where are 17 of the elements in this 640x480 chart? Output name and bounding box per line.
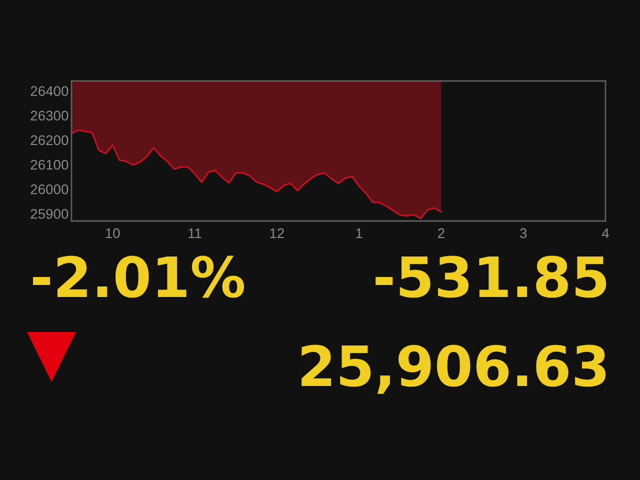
x-tick-label: 10 <box>106 228 120 238</box>
y-tick-label: 25900 <box>30 208 68 219</box>
y-tick-label: 26200 <box>30 135 68 146</box>
x-tick-label: 1 <box>356 228 362 238</box>
text: -2.01% <box>33 256 244 298</box>
text: 25,906.63 <box>302 344 606 394</box>
x-tick-label: 11 <box>188 228 202 238</box>
y-tick-label: 26400 <box>30 86 68 96</box>
x-tick-label: 2 <box>438 228 444 238</box>
x-tick-label: 12 <box>270 228 284 238</box>
text: -531.85 <box>376 256 606 298</box>
line-series <box>72 129 442 220</box>
x-tick-label: 3 <box>520 228 527 238</box>
y-tick-label: 26300 <box>30 110 68 121</box>
y-tick-label: 26100 <box>30 160 68 170</box>
y-tick-label: 26000 <box>30 184 68 194</box>
x-tick-label: 4 <box>602 228 609 238</box>
